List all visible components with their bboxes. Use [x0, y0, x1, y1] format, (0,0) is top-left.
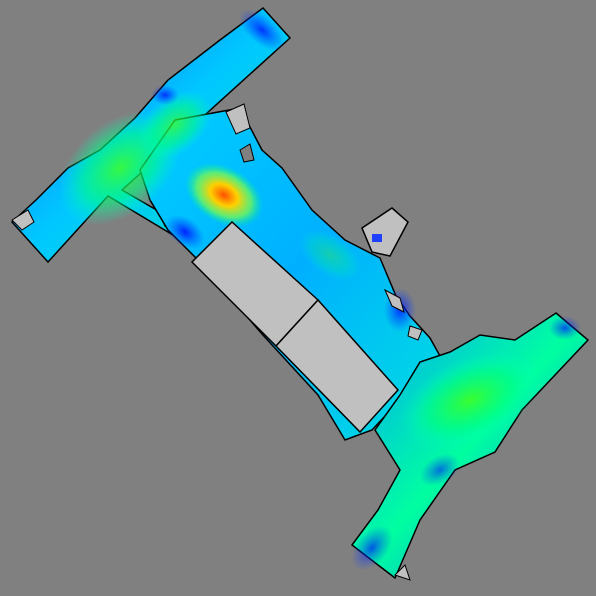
wall-notch: [239, 143, 255, 163]
wall-notch: [394, 564, 411, 581]
annex-room: [361, 207, 409, 257]
weak-spot: [165, 214, 205, 250]
weak-spot: [549, 316, 581, 340]
weak-spot: [351, 525, 393, 571]
weak-spot: [419, 453, 461, 487]
hotspot-corridor: [299, 229, 361, 281]
wall-notch: [11, 209, 35, 231]
obstacle-block-2: [274, 298, 400, 434]
annex-blue: [372, 234, 382, 242]
weak-spot: [151, 85, 179, 105]
wall-notch: [225, 103, 251, 135]
weak-spot: [238, 9, 286, 51]
hotspot-upper: [138, 90, 212, 160]
hotspot-peak: [185, 162, 263, 228]
wall-notch: [407, 325, 423, 341]
hotspot-right-wing: [399, 350, 541, 450]
wall-notch: [383, 288, 405, 313]
corridor-area: [139, 107, 446, 441]
